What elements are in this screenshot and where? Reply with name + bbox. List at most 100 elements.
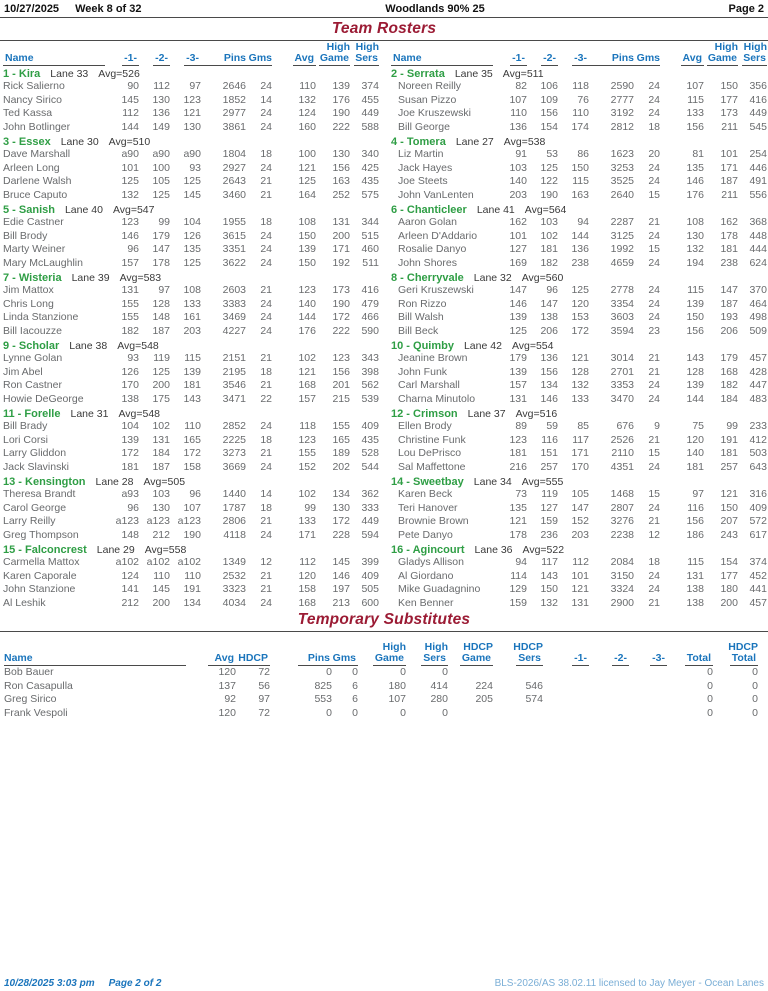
game-2: 145 [152, 583, 170, 595]
average: 150 [298, 229, 316, 242]
high-game: 180 [388, 679, 406, 692]
title-divider [0, 40, 768, 41]
game-3: 121 [183, 107, 201, 119]
game-2: 151 [540, 447, 558, 459]
game-2: 117 [541, 556, 558, 568]
game-2: 136 [540, 352, 558, 364]
average: 133 [298, 515, 316, 527]
games: 21 [648, 352, 660, 364]
col-high-sers: High Sers [421, 641, 448, 666]
high-game: 130 [332, 148, 350, 160]
pins: 3470 [610, 392, 634, 405]
game-2: 130 [152, 93, 170, 106]
pins: 2640 [610, 188, 634, 201]
high-series: 416 [361, 284, 379, 296]
player-row: Rick Salierno 90 112 97 2646 24 110 139 374 [3, 80, 379, 94]
game-1: 212 [121, 596, 139, 609]
average: 121 [298, 161, 316, 174]
player-row: Joe Steets 140 122 115 3525 24 146 187 491 [391, 175, 767, 189]
game-3 [629, 666, 667, 680]
game-2 [589, 707, 629, 721]
team-block: 1 - Kira Lane 33 Avg=526 Rick Salierno 90 112… [3, 66, 379, 134]
high-game: 189 [332, 447, 350, 459]
high-series: 368 [749, 216, 767, 228]
sub-row: Bob Bauer 120 72 0 0 0 0 0 0 [0, 666, 768, 680]
pins: 553 [314, 693, 332, 705]
game-1: 139 [121, 433, 139, 446]
game-3: 190 [183, 528, 201, 541]
high-game: 156 [332, 365, 350, 378]
team-header: 14 - Sweetbay Lane 34 Avg=555 [391, 474, 767, 488]
game-3: 203 [183, 324, 201, 337]
games: 18 [260, 216, 272, 228]
game-2: 105 [152, 175, 170, 187]
games: 21 [260, 188, 272, 201]
game-2: 132 [540, 596, 558, 609]
team-block: 5 - Sanish Lane 40 Avg=547 Edie Castner 123 9… [3, 202, 379, 270]
high-game: 202 [332, 460, 350, 473]
games: 21 [648, 433, 660, 446]
high-series: 356 [749, 80, 767, 92]
high-series: 374 [361, 80, 379, 92]
team-header: 13 - Kensington Lane 28 Avg=505 [3, 474, 379, 488]
game-1: 157 [121, 256, 139, 269]
high-series: 460 [361, 243, 379, 255]
high-game: 197 [332, 583, 350, 595]
game-2: 182 [540, 256, 558, 269]
games: 18 [260, 501, 272, 514]
pins: 2603 [222, 284, 246, 296]
average: 156 [686, 515, 704, 527]
game-2: a90 [152, 148, 170, 160]
team-name: 15 - Falconcrest [3, 544, 87, 556]
high-game: 173 [720, 107, 738, 119]
league-name: Woodlands 90% 25 [385, 3, 485, 15]
pins: 4659 [610, 256, 634, 269]
game-2: 147 [540, 297, 558, 310]
average: 120 [218, 666, 236, 678]
high-game: 130 [332, 501, 350, 514]
games: 18 [648, 556, 660, 568]
pins: 3125 [610, 229, 634, 242]
player-row: John Funk 139 156 128 2701 21 128 168 428 [391, 366, 767, 380]
game-2: 187 [152, 324, 170, 337]
team-name: 2 - Serrata [391, 68, 445, 80]
pins: 2084 [610, 556, 634, 568]
team-header: 8 - Cherryvale Lane 32 Avg=560 [391, 270, 767, 284]
game-3: 115 [184, 352, 201, 364]
game-2: 146 [540, 392, 558, 405]
player-name: John VanLenten [398, 188, 474, 201]
game-3: a102 [177, 556, 201, 568]
high-game: 215 [332, 392, 350, 405]
game-3: 118 [572, 80, 589, 92]
high-series: 370 [749, 284, 767, 296]
game-3: 107 [183, 501, 201, 514]
games: 12 [260, 556, 272, 568]
team-lane: Lane 34 [473, 476, 512, 488]
player-name: Mike Guadagnino [398, 583, 481, 595]
game-1: 147 [509, 284, 527, 296]
team-average: Avg=511 [502, 68, 544, 80]
header-divider [0, 17, 768, 18]
col-high-game: High Game [706, 41, 738, 66]
team-lane: Lane 40 [64, 204, 103, 216]
pins: 3354 [610, 297, 634, 310]
col-pins-gms: Pins Gms [589, 53, 660, 66]
high-game: 187 [720, 297, 738, 310]
player-row: Al Giordano 114 143 101 3150 24 131 177 452 [391, 570, 767, 584]
pins: 3383 [222, 297, 246, 310]
high-game: 173 [332, 284, 350, 296]
player-row: Christine Funk 123 116 117 2526 21 120 191 412 [391, 434, 767, 448]
player-row: Carmella Mattox a102 a102 a102 1349 12 112 145 3… [3, 556, 379, 570]
game-1: 145 [121, 93, 139, 106]
game-1: 93 [127, 352, 139, 364]
pins: 3014 [610, 352, 634, 364]
game-2: 96 [546, 284, 558, 296]
high-series: 409 [361, 569, 379, 582]
player-name: Jim Mattox [3, 284, 54, 296]
high-game: 200 [720, 596, 738, 609]
game-1: 101 [121, 161, 139, 174]
team-block: 4 - Tomera Lane 27 Avg=538 Liz Martin 91 53 86… [391, 134, 767, 202]
high-game: 222 [332, 324, 350, 337]
player-name: Jack Slavinski [3, 460, 69, 473]
game-1: 91 [515, 148, 527, 160]
